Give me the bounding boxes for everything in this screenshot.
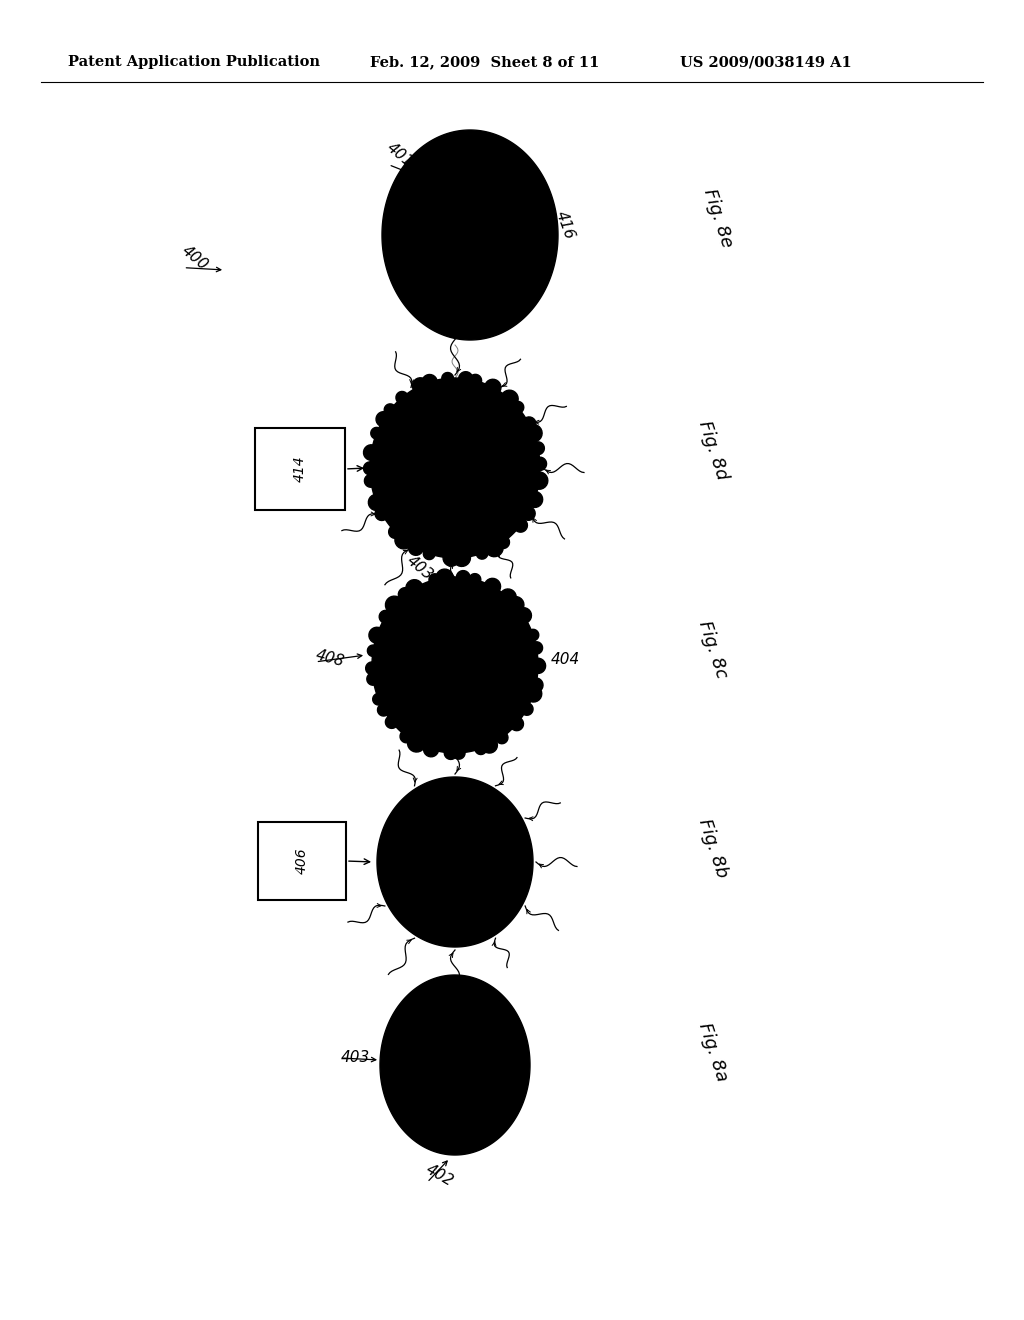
Polygon shape	[524, 425, 542, 442]
Polygon shape	[469, 375, 481, 387]
Text: Fig. 8b: Fig. 8b	[695, 816, 731, 880]
Polygon shape	[395, 531, 413, 549]
Text: 402: 402	[424, 1162, 457, 1189]
Polygon shape	[497, 536, 510, 549]
Polygon shape	[377, 777, 534, 946]
Polygon shape	[481, 737, 498, 754]
Polygon shape	[375, 507, 388, 520]
Polygon shape	[367, 673, 379, 685]
Polygon shape	[507, 597, 524, 614]
Polygon shape	[443, 549, 460, 566]
Text: Fig. 8d: Fig. 8d	[695, 418, 731, 482]
Polygon shape	[441, 372, 454, 384]
Polygon shape	[429, 574, 440, 586]
Polygon shape	[528, 678, 543, 692]
Text: 403: 403	[404, 553, 436, 583]
Polygon shape	[444, 746, 458, 759]
Polygon shape	[385, 715, 398, 729]
Polygon shape	[368, 645, 379, 656]
Polygon shape	[510, 717, 523, 731]
Text: US 2009/0038149 A1: US 2009/0038149 A1	[680, 55, 852, 69]
Polygon shape	[453, 747, 465, 759]
Polygon shape	[500, 589, 516, 606]
Polygon shape	[485, 539, 503, 557]
Polygon shape	[534, 457, 547, 470]
Polygon shape	[521, 507, 536, 520]
Text: 403: 403	[340, 1051, 370, 1065]
Polygon shape	[371, 428, 382, 440]
Polygon shape	[372, 577, 538, 752]
Polygon shape	[516, 607, 531, 623]
Polygon shape	[400, 730, 413, 743]
Polygon shape	[370, 378, 540, 558]
Polygon shape	[514, 519, 527, 532]
Polygon shape	[382, 129, 558, 341]
Polygon shape	[369, 494, 385, 511]
Polygon shape	[526, 491, 543, 507]
Polygon shape	[475, 743, 486, 755]
Text: Patent Application Publication: Patent Application Publication	[68, 55, 319, 69]
Text: Fig. 8a: Fig. 8a	[695, 1020, 731, 1084]
Text: 402: 402	[403, 795, 436, 822]
Polygon shape	[496, 731, 508, 743]
Text: Fig. 8e: Fig. 8e	[700, 186, 736, 249]
Polygon shape	[453, 549, 470, 566]
Polygon shape	[378, 704, 390, 715]
Polygon shape	[469, 574, 481, 586]
Polygon shape	[365, 474, 378, 487]
Polygon shape	[366, 661, 379, 675]
Polygon shape	[376, 412, 391, 426]
Text: 404: 404	[550, 652, 580, 668]
Polygon shape	[385, 597, 403, 614]
Polygon shape	[406, 579, 423, 597]
Polygon shape	[369, 627, 385, 643]
Polygon shape	[436, 569, 454, 586]
Polygon shape	[457, 570, 470, 585]
Text: 408: 408	[314, 647, 346, 669]
Polygon shape	[384, 404, 396, 416]
Polygon shape	[531, 442, 545, 454]
Polygon shape	[476, 548, 487, 560]
Polygon shape	[422, 375, 437, 389]
Text: Fig. 8c: Fig. 8c	[695, 619, 730, 681]
Polygon shape	[389, 525, 401, 539]
Polygon shape	[484, 379, 501, 396]
Polygon shape	[409, 540, 423, 556]
Polygon shape	[373, 693, 384, 705]
Polygon shape	[520, 702, 534, 715]
Bar	[258, 822, 346, 900]
Polygon shape	[501, 391, 518, 408]
Text: Feb. 12, 2009  Sheet 8 of 11: Feb. 12, 2009 Sheet 8 of 11	[370, 55, 599, 69]
Polygon shape	[512, 401, 524, 413]
Polygon shape	[522, 417, 536, 430]
Text: 401: 401	[384, 140, 416, 170]
Polygon shape	[525, 685, 542, 702]
Text: 414: 414	[293, 455, 307, 482]
Polygon shape	[424, 742, 438, 756]
Polygon shape	[530, 473, 548, 490]
Polygon shape	[408, 734, 426, 752]
Text: 406: 406	[295, 847, 309, 874]
Polygon shape	[413, 378, 428, 393]
Polygon shape	[530, 659, 546, 673]
Polygon shape	[530, 642, 543, 655]
Bar	[255, 428, 345, 510]
Polygon shape	[484, 578, 501, 594]
Text: 416: 416	[553, 209, 578, 242]
Polygon shape	[398, 587, 413, 602]
Text: 400: 400	[179, 243, 211, 273]
Polygon shape	[423, 548, 435, 560]
Polygon shape	[379, 610, 392, 623]
Polygon shape	[364, 462, 377, 475]
Polygon shape	[459, 372, 473, 385]
Polygon shape	[527, 630, 539, 640]
Polygon shape	[380, 975, 530, 1155]
Polygon shape	[396, 392, 409, 404]
Polygon shape	[364, 445, 379, 461]
